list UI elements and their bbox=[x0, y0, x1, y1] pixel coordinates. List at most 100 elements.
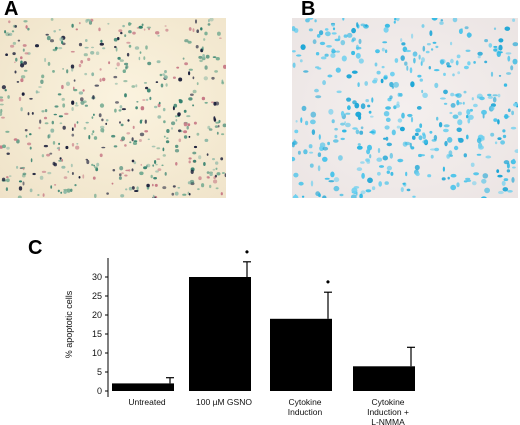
y-tick-label: 30 bbox=[92, 272, 102, 282]
stained-cell bbox=[35, 44, 39, 48]
stained-cell bbox=[375, 49, 380, 54]
stained-cell bbox=[314, 19, 317, 23]
stained-cell bbox=[100, 125, 105, 129]
stained-cell bbox=[138, 139, 142, 142]
stained-cell bbox=[22, 172, 27, 176]
stained-cell bbox=[373, 77, 378, 82]
stained-cell bbox=[360, 103, 366, 110]
stained-cell bbox=[397, 118, 403, 123]
stained-cell bbox=[338, 155, 343, 161]
stained-cell bbox=[481, 196, 487, 198]
stained-cell bbox=[37, 194, 40, 196]
stained-cell bbox=[107, 22, 110, 25]
stained-cell bbox=[187, 123, 191, 127]
stained-cell bbox=[432, 41, 437, 44]
stained-cell bbox=[71, 23, 74, 28]
stained-cell bbox=[44, 109, 48, 113]
stained-cell bbox=[407, 113, 412, 118]
stained-cell bbox=[164, 70, 167, 74]
stained-cell bbox=[406, 65, 409, 71]
stained-cell bbox=[128, 169, 131, 172]
stained-cell bbox=[513, 103, 518, 107]
stained-cell bbox=[469, 108, 473, 112]
stained-cell bbox=[100, 128, 105, 133]
stained-cell bbox=[133, 161, 137, 165]
stained-cell bbox=[502, 134, 507, 139]
stained-cell bbox=[105, 119, 109, 122]
stained-cell bbox=[315, 95, 322, 99]
stained-cell bbox=[4, 89, 7, 92]
stained-cell bbox=[173, 103, 178, 108]
stained-cell bbox=[126, 52, 130, 57]
stained-cell bbox=[311, 129, 316, 135]
stained-cell bbox=[178, 138, 182, 143]
stained-cell bbox=[317, 67, 322, 70]
stained-cell bbox=[188, 192, 191, 196]
stained-cell bbox=[29, 97, 33, 100]
stained-cell bbox=[192, 89, 197, 94]
stained-cell bbox=[510, 126, 517, 130]
stained-cell bbox=[501, 180, 506, 186]
stained-cell bbox=[5, 187, 8, 192]
stained-cell bbox=[355, 46, 362, 50]
stained-cell bbox=[463, 65, 469, 70]
stained-cell bbox=[405, 49, 412, 53]
stained-cell bbox=[356, 167, 363, 172]
stained-cell bbox=[439, 21, 444, 25]
stained-cell bbox=[27, 112, 30, 116]
stained-cell bbox=[490, 103, 496, 107]
stained-cell bbox=[131, 159, 135, 163]
stained-cell bbox=[50, 185, 53, 189]
stained-cell bbox=[341, 55, 347, 62]
stained-cell bbox=[427, 174, 432, 178]
stained-cell bbox=[102, 47, 106, 50]
stained-cell bbox=[188, 157, 192, 160]
stained-cell bbox=[294, 129, 299, 134]
stained-cell bbox=[336, 90, 342, 94]
y-tick-label: 20 bbox=[92, 310, 102, 320]
stained-cell bbox=[430, 154, 434, 159]
stained-cell bbox=[484, 60, 488, 64]
stained-cell bbox=[453, 145, 459, 151]
stained-cell bbox=[223, 64, 226, 69]
stained-cell bbox=[92, 95, 95, 100]
stained-cell bbox=[351, 70, 358, 74]
stained-cell bbox=[497, 119, 500, 125]
stained-cell bbox=[119, 173, 122, 177]
stained-cell bbox=[178, 99, 182, 102]
stained-cell bbox=[29, 133, 32, 136]
stained-cell bbox=[477, 55, 481, 59]
stained-cell bbox=[177, 112, 181, 117]
stained-cell bbox=[316, 34, 321, 38]
stained-cell bbox=[396, 125, 401, 129]
stained-cell bbox=[86, 159, 90, 165]
stained-cell bbox=[71, 172, 74, 175]
stained-cell bbox=[442, 166, 445, 172]
stained-cell bbox=[63, 188, 68, 191]
stained-cell bbox=[498, 38, 504, 43]
stained-cell bbox=[99, 42, 105, 46]
stained-cell bbox=[440, 59, 445, 65]
stained-cell bbox=[368, 110, 372, 114]
stained-cell bbox=[153, 177, 158, 180]
stained-cell bbox=[87, 57, 91, 62]
panel-letter-a: A bbox=[4, 0, 19, 20]
stained-cell bbox=[466, 32, 472, 38]
stained-cell bbox=[204, 31, 208, 36]
stained-cell bbox=[324, 177, 330, 180]
stained-cell bbox=[384, 49, 388, 53]
stained-cell bbox=[498, 190, 504, 195]
stained-cell bbox=[14, 61, 16, 64]
stained-cell bbox=[177, 187, 181, 189]
stained-cell bbox=[20, 78, 24, 83]
stained-cell bbox=[339, 193, 344, 197]
stained-cell bbox=[360, 161, 365, 164]
stained-cell bbox=[344, 121, 347, 124]
stained-cell bbox=[385, 117, 391, 123]
y-tick-label: 15 bbox=[92, 329, 102, 339]
panel-letter-b: B bbox=[301, 0, 316, 20]
stained-cell bbox=[99, 68, 102, 71]
stained-cell bbox=[47, 61, 51, 66]
stained-cell bbox=[497, 174, 503, 178]
stained-cell bbox=[322, 80, 326, 86]
